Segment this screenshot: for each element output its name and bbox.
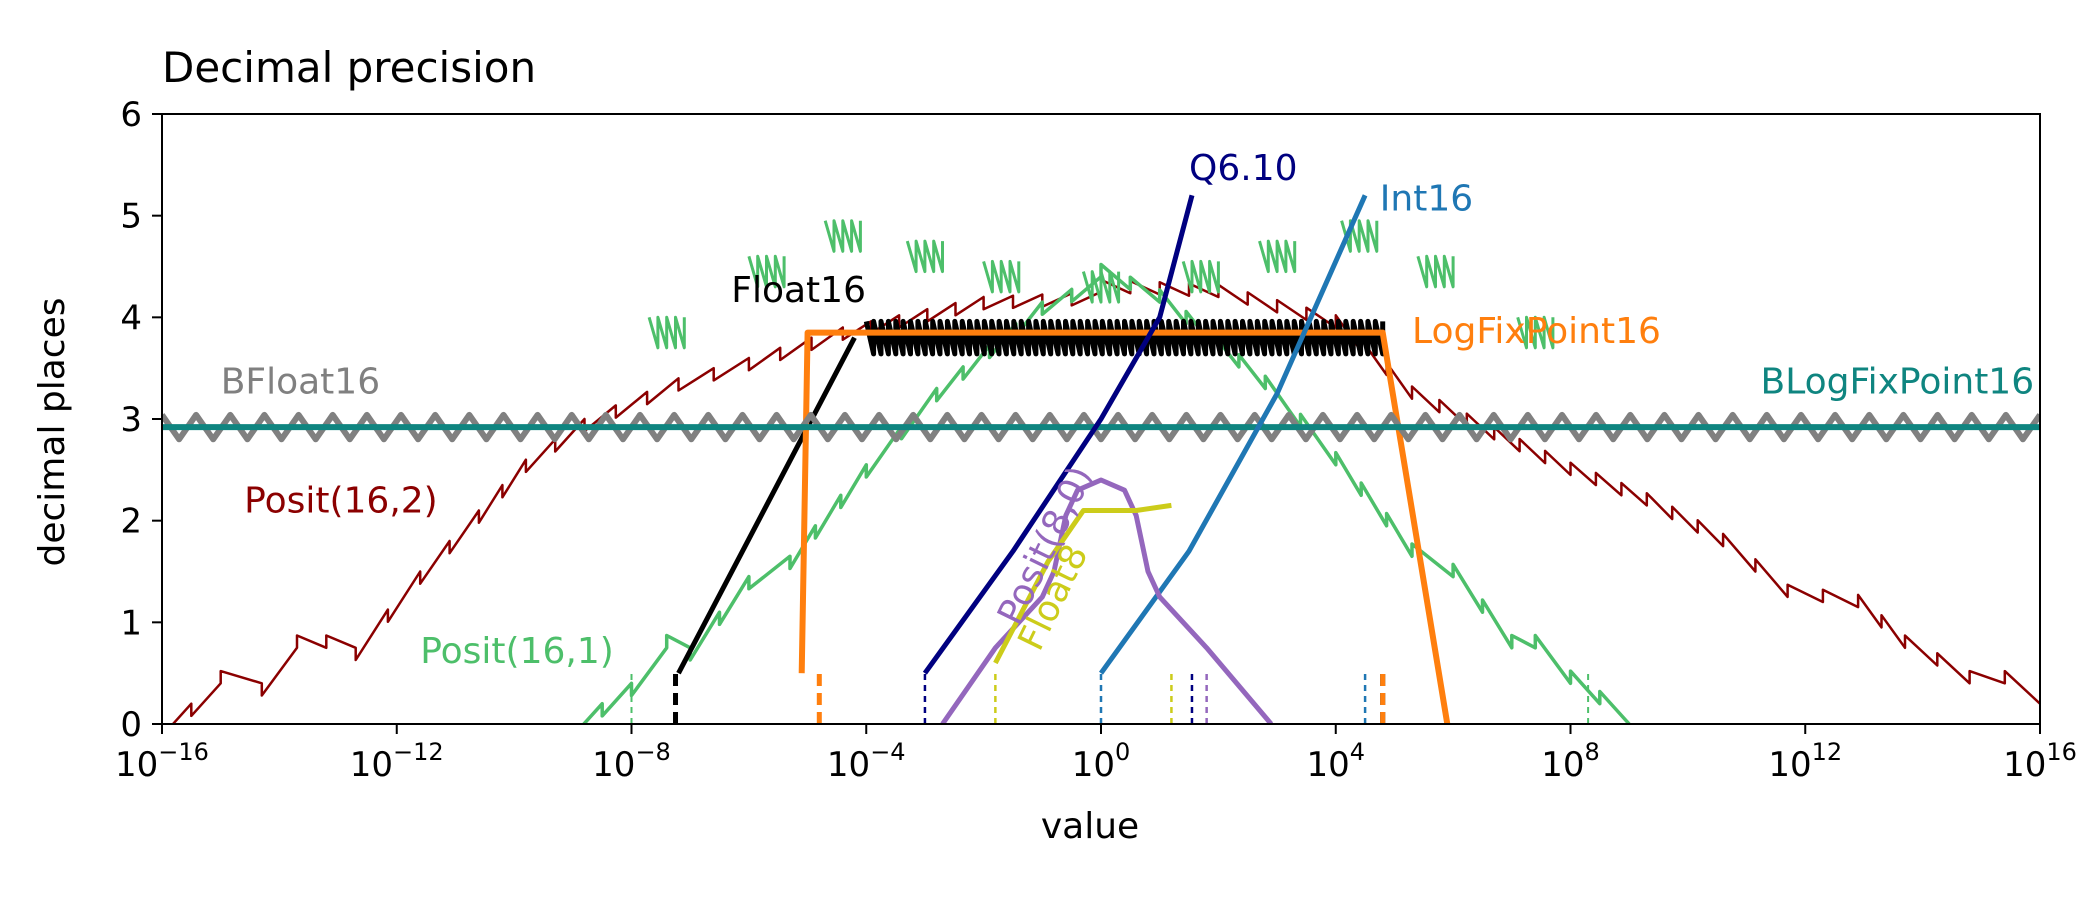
x-tick-label: 10−8 [592, 738, 671, 785]
posit-16-1--peak [647, 315, 686, 350]
x-axis-label: value [1041, 806, 1139, 847]
x-tick-label: 1016 [2003, 738, 2077, 785]
y-axis-label: decimal places [32, 298, 73, 567]
y-tick-label: 6 [120, 95, 142, 135]
posit-16-1--peak [1258, 239, 1297, 274]
int16-label: Int16 [1380, 179, 1473, 220]
y-tick-label: 1 [120, 603, 142, 643]
logfixpoint16-line [798, 329, 1451, 724]
posit-16-1--peak [905, 239, 944, 274]
posit-8-0--line [940, 477, 1274, 724]
y-tick-label: 3 [120, 400, 142, 440]
x-tick-label: 10−16 [115, 738, 209, 785]
posit-16-1--peak [1416, 254, 1455, 289]
x-tick-label: 100 [1072, 738, 1131, 785]
posit-16-1--peak [1516, 315, 1555, 350]
q6-10-line [922, 194, 1195, 675]
y-tick-label: 0 [120, 705, 142, 745]
posit-16-1--peak [982, 259, 1021, 294]
posit-16-1--label: Posit(16,1) [420, 631, 614, 672]
plot-area [162, 194, 2040, 724]
q6-10-label: Q6.10 [1189, 148, 1298, 189]
posit-16-1--peak [1340, 219, 1379, 253]
axis-ticks: 10−16 10−12 10−8 10−4 100 104 108 1012 1016 0 1 2 3 4… [115, 95, 2077, 785]
posit-16-1--peak [747, 254, 786, 289]
posit-16-1--peak [1081, 270, 1121, 304]
float16-ramp [676, 336, 857, 675]
bfloat16-line [162, 411, 2040, 443]
x-tick-label: 1012 [1768, 738, 1842, 785]
y-tick-label: 2 [120, 502, 142, 542]
blogfixpoint16-label: BLogFixPoint16 [1761, 362, 2035, 403]
chart-title: Decimal precision [162, 43, 536, 92]
posit-16-1--peak [1181, 259, 1220, 294]
x-tick-label: 10−12 [350, 738, 444, 785]
posit-16-1--peak [823, 219, 862, 253]
posit-16-2--label: Posit(16,2) [244, 481, 438, 522]
logfixpoint16-label: LogFixPoint16 [1412, 311, 1661, 352]
x-tick-label: 108 [1541, 738, 1600, 785]
float8-line [993, 502, 1172, 665]
x-tick-label: 104 [1306, 738, 1365, 785]
bfloat16-label: BFloat16 [221, 362, 380, 403]
x-tick-label: 10−4 [827, 738, 906, 785]
y-tick-label: 4 [120, 298, 142, 338]
int16-line [1098, 194, 1368, 675]
float16-label: Float16 [731, 270, 866, 311]
series-labels: Posit(16,2) Posit(16,1) Float16 LogFixPoint… [221, 148, 2034, 672]
y-tick-label: 5 [120, 197, 142, 237]
